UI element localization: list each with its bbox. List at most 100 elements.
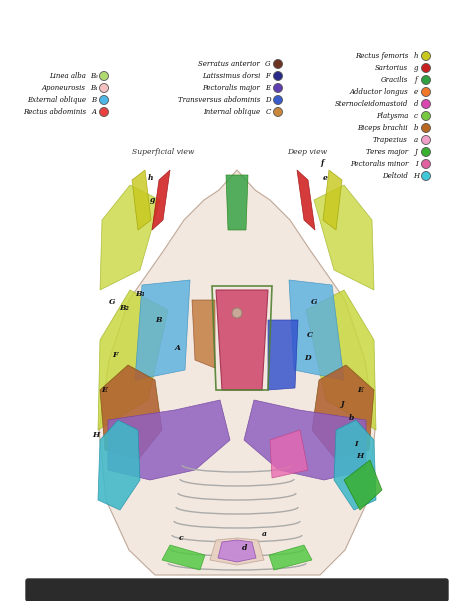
Text: G: G xyxy=(265,60,271,68)
Circle shape xyxy=(421,135,430,144)
Text: J: J xyxy=(340,400,344,408)
Text: f: f xyxy=(320,159,324,167)
Text: D: D xyxy=(305,354,311,362)
Circle shape xyxy=(100,108,109,117)
Circle shape xyxy=(421,123,430,132)
Text: C: C xyxy=(265,108,271,116)
Text: g: g xyxy=(414,64,418,72)
Circle shape xyxy=(421,171,430,180)
Polygon shape xyxy=(152,170,170,230)
Text: f: f xyxy=(415,76,417,84)
Text: Serratus anterior: Serratus anterior xyxy=(198,60,260,68)
Text: a: a xyxy=(262,530,266,538)
Text: Gracilis: Gracilis xyxy=(381,76,408,84)
Circle shape xyxy=(421,112,430,120)
Text: d: d xyxy=(414,100,418,108)
Text: G: G xyxy=(311,298,317,306)
Text: Linea alba: Linea alba xyxy=(49,72,86,80)
Polygon shape xyxy=(162,545,205,570)
Circle shape xyxy=(232,308,242,318)
Polygon shape xyxy=(98,290,168,430)
Polygon shape xyxy=(269,545,312,570)
Text: MUSCLES OF THE THORAX AND ABDOMEN (ANTERIOR): MUSCLES OF THE THORAX AND ABDOMEN (ANTER… xyxy=(105,585,369,595)
Circle shape xyxy=(421,64,430,73)
Text: A: A xyxy=(175,344,181,352)
Text: Superficial view: Superficial view xyxy=(132,148,194,156)
Text: Rectus femoris: Rectus femoris xyxy=(355,52,408,60)
Text: E: E xyxy=(265,84,271,92)
Text: C: C xyxy=(307,331,313,339)
Text: g: g xyxy=(150,196,155,204)
Circle shape xyxy=(273,72,283,81)
Circle shape xyxy=(421,100,430,109)
Polygon shape xyxy=(334,420,376,510)
Text: A: A xyxy=(91,108,97,116)
Text: d: d xyxy=(242,544,248,552)
Circle shape xyxy=(100,84,109,93)
Polygon shape xyxy=(135,280,190,380)
Text: e: e xyxy=(414,88,418,96)
Polygon shape xyxy=(192,300,215,368)
Text: B: B xyxy=(155,316,161,324)
Text: B₁: B₁ xyxy=(90,84,98,92)
Circle shape xyxy=(273,108,283,117)
Polygon shape xyxy=(289,280,344,380)
Polygon shape xyxy=(297,170,315,230)
Text: Pectoralis minor: Pectoralis minor xyxy=(350,160,408,168)
Text: Biceps brachii: Biceps brachii xyxy=(357,124,408,132)
Text: Latissimus dorsi: Latissimus dorsi xyxy=(201,72,260,80)
Text: D: D xyxy=(265,96,271,104)
Text: Sartorius: Sartorius xyxy=(375,64,408,72)
Text: H: H xyxy=(92,431,100,439)
Text: Deltoid: Deltoid xyxy=(382,172,408,180)
Text: I: I xyxy=(415,160,418,168)
Text: Platysma: Platysma xyxy=(375,112,408,120)
Polygon shape xyxy=(268,320,298,390)
Polygon shape xyxy=(312,365,374,460)
Text: Deep view: Deep view xyxy=(287,148,327,156)
Polygon shape xyxy=(270,430,308,478)
Text: J: J xyxy=(415,148,418,156)
Circle shape xyxy=(100,72,109,81)
Text: b: b xyxy=(349,414,355,422)
Text: e: e xyxy=(323,174,328,182)
Polygon shape xyxy=(244,400,366,480)
Text: Transversus abdominis: Transversus abdominis xyxy=(178,96,260,104)
FancyBboxPatch shape xyxy=(26,579,448,601)
Text: Aponeurosis: Aponeurosis xyxy=(42,84,86,92)
Text: E: E xyxy=(101,386,107,394)
Text: F: F xyxy=(265,72,271,80)
Polygon shape xyxy=(100,185,160,290)
Circle shape xyxy=(273,84,283,93)
Polygon shape xyxy=(306,290,376,430)
Text: h: h xyxy=(414,52,418,60)
Text: I: I xyxy=(354,440,358,448)
Polygon shape xyxy=(99,170,375,575)
Text: Teres major: Teres major xyxy=(366,148,408,156)
Circle shape xyxy=(273,59,283,69)
Polygon shape xyxy=(210,538,264,565)
Polygon shape xyxy=(323,170,342,230)
Circle shape xyxy=(421,88,430,97)
Polygon shape xyxy=(108,400,230,480)
Polygon shape xyxy=(226,175,248,230)
Circle shape xyxy=(100,96,109,105)
Text: c: c xyxy=(179,534,183,542)
Text: Trapezius: Trapezius xyxy=(373,136,408,144)
Circle shape xyxy=(421,76,430,85)
Text: B₂: B₂ xyxy=(90,72,98,80)
Text: B₁: B₁ xyxy=(135,290,145,298)
Polygon shape xyxy=(314,185,374,290)
Polygon shape xyxy=(98,420,140,510)
Text: a: a xyxy=(414,136,418,144)
Text: h: h xyxy=(147,174,153,182)
Text: E: E xyxy=(357,386,363,394)
Text: G: G xyxy=(109,298,115,306)
Text: H: H xyxy=(413,172,419,180)
Text: Pectoralis major: Pectoralis major xyxy=(202,84,260,92)
Circle shape xyxy=(273,96,283,105)
Circle shape xyxy=(421,147,430,156)
Text: b: b xyxy=(414,124,418,132)
Text: B: B xyxy=(91,96,97,104)
Polygon shape xyxy=(218,540,256,562)
